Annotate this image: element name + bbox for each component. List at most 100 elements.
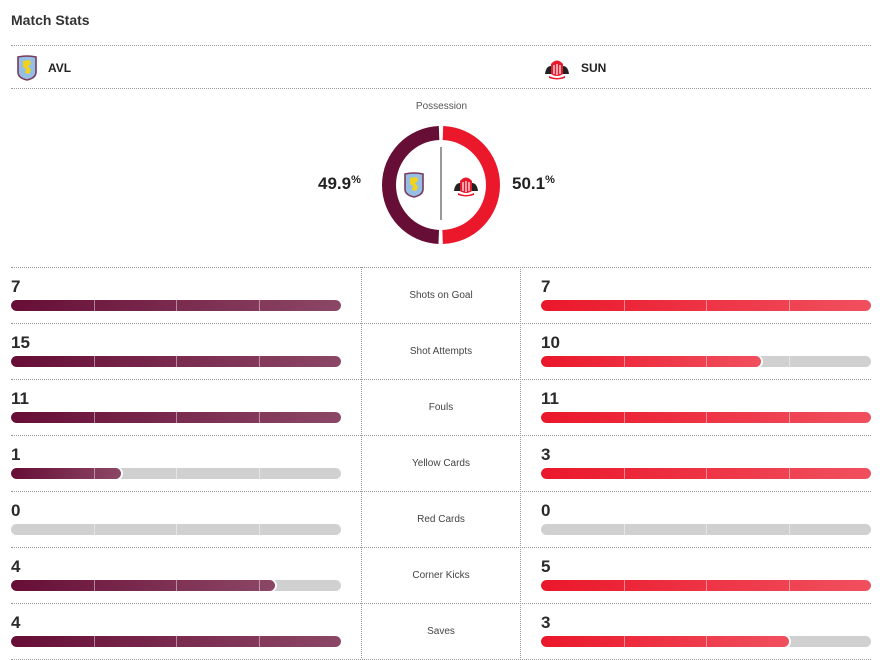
home-stat-bar [11,412,341,423]
stat-row: 11 Fouls 11 [0,379,883,436]
away-stat-bar [541,524,871,535]
bar-tick [259,412,260,423]
bar-tick [706,356,707,367]
away-stat-bar [541,636,871,647]
column-divider [520,267,521,658]
bar-tick [94,412,95,423]
home-stat-bar-fill [11,412,341,423]
home-stat-value: 15 [11,333,30,352]
bar-tick [259,468,260,479]
bar-tick [259,524,260,535]
bar-tick [789,580,790,591]
divider [11,379,871,380]
away-stat-value: 11 [541,389,559,408]
possession-donut [382,126,500,244]
bar-tick [624,300,625,311]
home-stat-value: 4 [11,557,21,576]
home-stat-bar [11,300,341,311]
home-stat-bar-fill [11,356,341,367]
section-title: Match Stats [11,12,90,28]
divider [11,603,871,604]
away-stat-bar [541,580,871,591]
bar-tick [624,356,625,367]
bar-tick [624,412,625,423]
home-stat-bar [11,356,341,367]
away-stat-bar-fill [541,636,789,647]
away-stat-bar [541,412,871,423]
away-stat-value: 7 [541,277,551,296]
aston-villa-crest-icon [404,172,424,198]
stat-label: Yellow Cards [412,457,470,469]
bar-tick [94,300,95,311]
away-stat-value: 3 [541,445,551,464]
bar-tick [259,300,260,311]
stat-label: Shot Attempts [409,345,473,357]
away-stat-bar-fill [541,580,871,591]
bar-tick [94,524,95,535]
divider [11,323,871,324]
bar-tick [706,468,707,479]
away-stat-value: 0 [541,501,551,520]
bar-tick [94,580,95,591]
divider [11,267,871,268]
percent-sign: % [545,174,555,186]
away-possession: 50.1% [512,174,555,194]
divider [11,547,871,548]
away-stat-bar-fill [541,412,871,423]
bar-tick [176,412,177,423]
away-stat-bar-fill [541,300,871,311]
home-stat-bar-fill [11,636,341,647]
away-stat-bar-fill [541,468,871,479]
bar-tick [624,636,625,647]
home-stat-value: 7 [11,277,21,296]
home-stat-bar [11,636,341,647]
home-stat-bar-fill [11,300,341,311]
home-team[interactable]: AVL [16,55,71,81]
bar-tick [706,524,707,535]
stat-row: 4 Corner Kicks 5 [0,547,883,604]
possession-label: Possession [415,101,468,112]
stat-row: 0 Red Cards 0 [0,491,883,548]
home-stat-bar-fill [11,580,275,591]
away-team[interactable]: SUN [543,56,606,80]
away-stat-value: 10 [541,333,560,352]
bar-tick [259,636,260,647]
home-possession-value: 49.9 [318,174,352,193]
away-possession-arc [442,126,500,244]
away-stat-value: 3 [541,613,551,632]
stat-label: Red Cards [417,513,465,525]
bar-tick [624,580,625,591]
bar-tick [789,524,790,535]
bar-tick [176,356,177,367]
bar-tick [706,412,707,423]
bar-tick [789,356,790,367]
bar-tick [94,468,95,479]
bar-tick [176,468,177,479]
bar-tick [706,636,707,647]
bar-tick [706,300,707,311]
bar-tick [259,580,260,591]
home-possession-arc [382,126,440,244]
bar-tick [176,300,177,311]
home-possession: 49.9% [318,174,361,194]
bar-tick [94,356,95,367]
away-stat-value: 5 [541,557,551,576]
bar-tick [624,524,625,535]
sunderland-crest-icon [454,177,478,197]
home-stat-value: 11 [11,389,29,408]
percent-sign: % [351,174,361,186]
home-stat-bar [11,580,341,591]
divider [11,435,871,436]
divider [11,491,871,492]
bar-tick [176,580,177,591]
away-team-abbr: SUN [581,61,607,75]
bar-tick [176,636,177,647]
bar-tick [706,580,707,591]
away-stat-bar [541,300,871,311]
bar-tick [789,636,790,647]
stat-row: 1 Yellow Cards 3 [0,435,883,492]
stat-row: 7 Shots on Goal 7 [0,267,883,324]
home-stat-value: 4 [11,613,21,632]
home-stat-bar [11,524,341,535]
away-stat-bar-fill [541,356,762,367]
